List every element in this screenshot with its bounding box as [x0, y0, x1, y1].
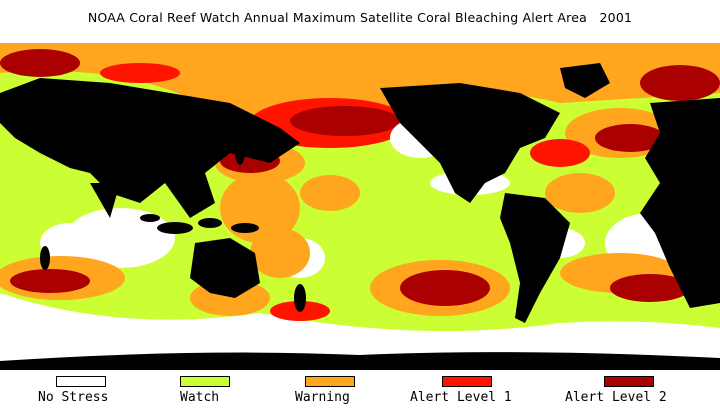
map-legend: No Stress Watch Warning Alert Level 1 Al…	[0, 376, 720, 411]
legend-label-warning: Warning	[295, 390, 350, 405]
legend-swatch-alert-1	[442, 376, 492, 387]
legend-label-alert-2: Alert Level 2	[565, 390, 667, 405]
legend-swatch-warning	[305, 376, 355, 387]
legend-label-watch: Watch	[180, 390, 220, 405]
map-title: NOAA Coral Reef Watch Annual Maximum Sat…	[87, 10, 633, 25]
land-masses	[0, 63, 720, 370]
legend-swatch-alert-2	[604, 376, 654, 387]
legend-label-no-stress: No Stress	[38, 390, 109, 405]
legend-label-alert-1: Alert Level 1	[410, 390, 512, 405]
bleaching-alert-map	[0, 43, 720, 370]
legend-swatch-no-stress	[56, 376, 106, 387]
legend-swatch-watch	[180, 376, 230, 387]
